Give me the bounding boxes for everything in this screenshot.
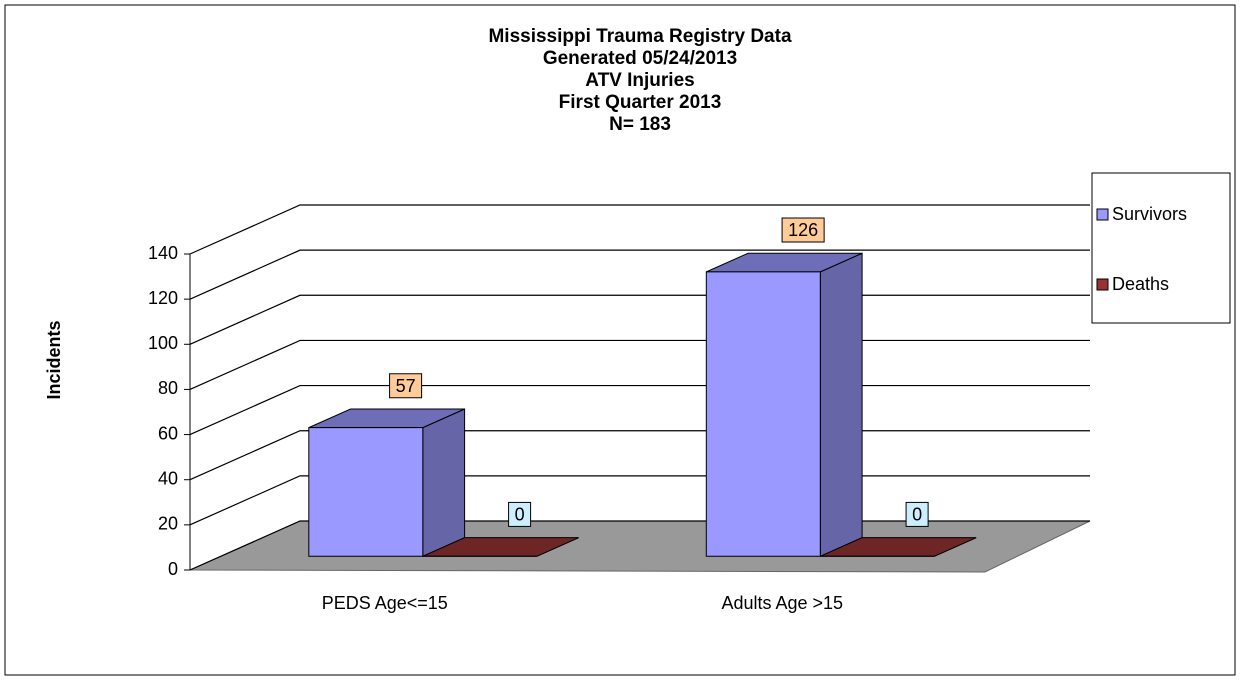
data-label: 0 bbox=[515, 504, 525, 524]
bar bbox=[820, 537, 977, 557]
bar bbox=[422, 537, 579, 557]
legend-label: Survivors bbox=[1112, 204, 1187, 224]
chart-title: First Quarter 2013 bbox=[559, 92, 722, 113]
y-tick-label: 0 bbox=[168, 559, 178, 579]
bar bbox=[705, 252, 863, 558]
data-label-box bbox=[781, 217, 825, 243]
chart-title: N= 183 bbox=[609, 114, 671, 135]
x-tick-label: PEDS Age<=15 bbox=[322, 593, 448, 613]
legend bbox=[1091, 172, 1231, 324]
bar-side bbox=[819, 252, 863, 558]
legend-label: Deaths bbox=[1112, 274, 1169, 294]
data-label-box bbox=[508, 501, 532, 527]
y-tick-label: 100 bbox=[148, 333, 178, 353]
chart-title: Generated 05/24/2013 bbox=[543, 48, 737, 69]
y-tick-label: 40 bbox=[158, 468, 178, 488]
data-label: 0 bbox=[912, 504, 922, 524]
data-label: 126 bbox=[788, 220, 818, 240]
x-tick-label: Adults Age >15 bbox=[721, 593, 843, 613]
y-tick-label: 120 bbox=[148, 288, 178, 308]
data-label-box bbox=[389, 373, 423, 399]
chart-title: Mississippi Trauma Registry Data bbox=[488, 26, 791, 47]
bar bbox=[308, 408, 466, 558]
bar-side bbox=[422, 408, 466, 558]
bar-front bbox=[308, 427, 424, 557]
y-axis-label: Incidents bbox=[44, 320, 64, 399]
y-tick-label: 60 bbox=[158, 423, 178, 443]
y-tick-label: 140 bbox=[148, 243, 178, 263]
chart-title: ATV Injuries bbox=[585, 70, 694, 91]
grid-line bbox=[189, 249, 1090, 300]
legend-swatch bbox=[1096, 278, 1109, 291]
bar-front bbox=[705, 271, 821, 557]
data-label: 57 bbox=[396, 376, 416, 396]
y-tick-label: 80 bbox=[158, 378, 178, 398]
data-label-box bbox=[905, 501, 929, 527]
y-tick-label: 20 bbox=[158, 514, 178, 534]
grid-line bbox=[189, 204, 1090, 255]
legend-swatch bbox=[1096, 208, 1109, 221]
